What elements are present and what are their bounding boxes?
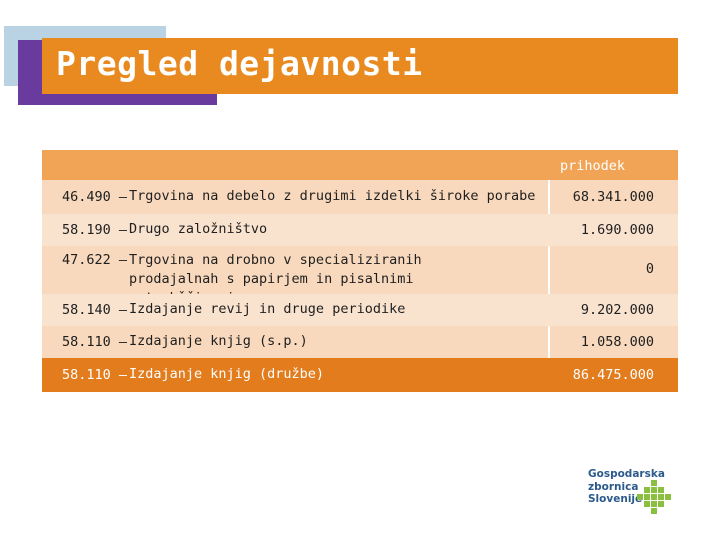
logo-grid-icon (637, 480, 671, 514)
revenue-value: 1.690.000 (580, 222, 654, 238)
revenue-value: 0 (645, 261, 654, 277)
revenue-value: 86.475.000 (572, 367, 654, 383)
table-row: 58.110 – Izdajanje knjig (s.p.) 1.058.00… (42, 326, 678, 358)
column-divider (548, 180, 550, 214)
activity-name: Drugo založništvo (129, 221, 268, 237)
activity-code: 58.140 – (62, 302, 128, 318)
activity-table: prihodek 46.490 – Trgovina na debelo z d… (42, 150, 678, 392)
column-divider (548, 326, 550, 358)
column-header-prihodek: prihodek (559, 158, 625, 174)
activity-code: 58.110 – (62, 334, 128, 350)
activity-code: 58.190 – (62, 222, 128, 238)
activity-name: Trgovina na debelo z drugimi izdelki šir… (129, 188, 536, 204)
revenue-value: 68.341.000 (572, 189, 654, 205)
activity-code: 47.622 – (62, 252, 128, 268)
activity-code: 58.110 – (62, 367, 128, 383)
logo-text: Gospodarska zbornica Slovenije (588, 468, 665, 506)
title-bar (42, 38, 678, 94)
table-row: 46.490 – Trgovina na debelo z drugimi iz… (42, 180, 678, 214)
logo-line-1: Gospodarska (588, 468, 665, 480)
table-row: 58.110 – Izdajanje knjig (družbe) 86.475… (42, 358, 678, 392)
slide-title: Pregled dejavnosti (56, 44, 423, 83)
table-header: prihodek (42, 150, 678, 180)
revenue-value: 9.202.000 (580, 302, 654, 318)
logo-line-3: Slovenije (588, 493, 643, 505)
logo-line-2: zbornica (588, 480, 639, 493)
table-row: 58.190 – Drugo založništvo 1.690.000 (42, 214, 678, 246)
gzs-logo: Gospodarska zbornica Slovenije (588, 468, 678, 518)
revenue-value: 1.058.000 (580, 334, 654, 350)
activity-name: Izdajanje revij in druge periodike (129, 301, 406, 317)
table-row: 47.622 – Trgovina na drobno v specializi… (42, 246, 678, 306)
activity-name: Izdajanje knjig (družbe) (129, 366, 325, 382)
activity-name: Izdajanje knjig (s.p.) (129, 333, 308, 349)
column-divider (548, 246, 550, 294)
activity-code: 46.490 – (62, 189, 128, 205)
table-row: 58.140 – Izdajanje revij in druge period… (42, 294, 678, 326)
